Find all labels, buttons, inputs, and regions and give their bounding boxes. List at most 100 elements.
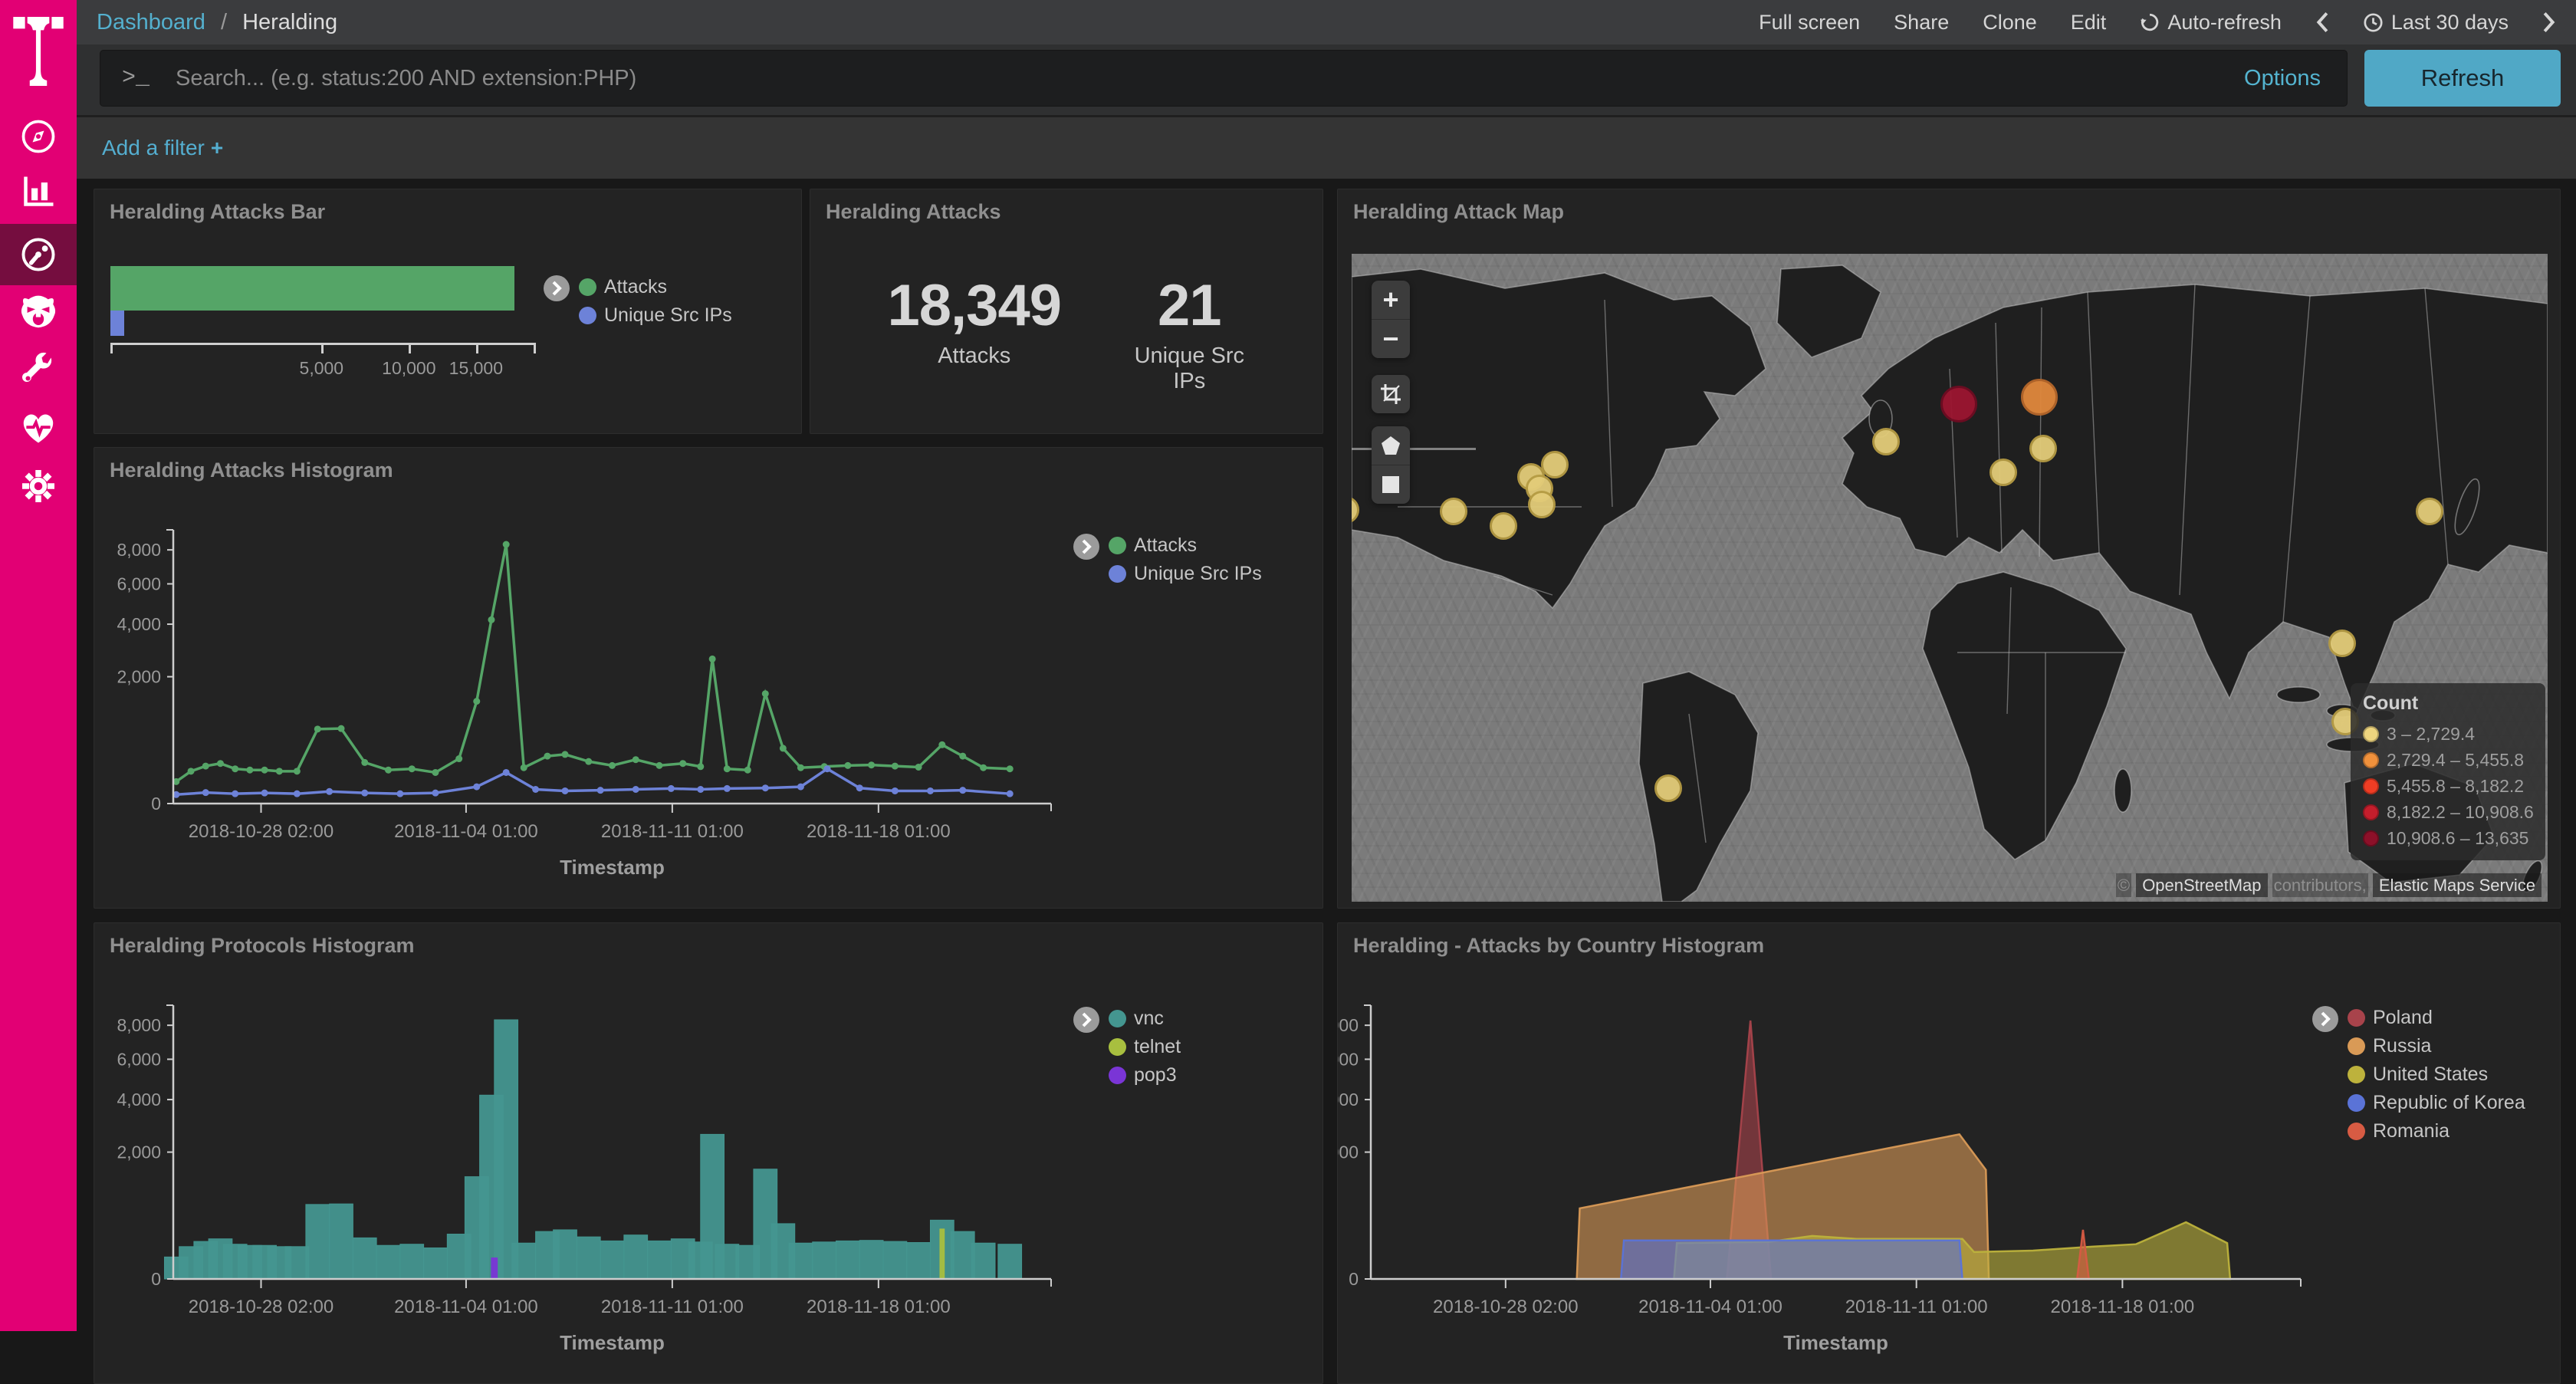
data-point[interactable]: [532, 786, 540, 794]
map-legend-item[interactable]: 3 – 2,729.4: [2363, 721, 2533, 747]
sidebar-item-dev-tools[interactable]: [0, 340, 77, 396]
bar-vnc[interactable]: [329, 1203, 353, 1280]
bar-vnc[interactable]: [670, 1238, 695, 1280]
sidebar-item-dashboard[interactable]: [0, 224, 77, 285]
bar-unique-src-ips[interactable]: [110, 311, 124, 336]
series-area-Republic of Korea[interactable]: [1619, 1239, 1963, 1280]
legend-item[interactable]: Republic of Korea: [2348, 1092, 2525, 1113]
sidebar-item-management[interactable]: [0, 459, 77, 514]
data-point[interactable]: [246, 766, 254, 774]
map-legend-item[interactable]: 8,182.2 – 10,908.6: [2363, 799, 2534, 825]
series-area-United States[interactable]: [1673, 1221, 2232, 1280]
data-point[interactable]: [473, 783, 481, 791]
data-point[interactable]: [337, 725, 345, 732]
attack-location-dot[interactable]: [1490, 511, 1518, 540]
legend-collapse-icon[interactable]: [544, 275, 570, 301]
legend-item[interactable]: vnc: [1109, 1008, 1181, 1029]
bar-vnc[interactable]: [267, 1246, 292, 1280]
data-point[interactable]: [823, 765, 831, 773]
data-point[interactable]: [432, 789, 439, 797]
legend-item[interactable]: Attacks: [1109, 534, 1262, 556]
bar-vnc[interactable]: [753, 1169, 778, 1280]
data-point[interactable]: [656, 761, 663, 769]
data-point[interactable]: [232, 765, 239, 773]
map-zoom-out-button[interactable]: −: [1382, 323, 1399, 354]
bar-vnc[interactable]: [882, 1241, 908, 1280]
data-point[interactable]: [293, 790, 301, 797]
legend-item[interactable]: United States: [2348, 1063, 2525, 1085]
map-legend-item[interactable]: 5,455.8 – 8,182.2: [2363, 773, 2533, 799]
data-point[interactable]: [926, 787, 934, 794]
bar-vnc[interactable]: [997, 1244, 1023, 1280]
bar-vnc[interactable]: [222, 1244, 248, 1280]
attack-location-dot[interactable]: [1990, 458, 2018, 486]
legend-collapse-icon[interactable]: [1073, 1007, 1099, 1033]
data-point[interactable]: [697, 763, 705, 771]
data-point[interactable]: [679, 760, 687, 768]
map-legend-item[interactable]: 2,729.4 – 5,455.8: [2363, 747, 2533, 773]
bar-vnc[interactable]: [735, 1244, 761, 1280]
data-point[interactable]: [959, 752, 967, 760]
data-point[interactable]: [293, 768, 301, 775]
data-point[interactable]: [396, 790, 404, 797]
legend-item[interactable]: pop3: [1109, 1064, 1181, 1086]
data-point[interactable]: [761, 690, 769, 698]
legend-item[interactable]: Unique Src IPs: [579, 304, 732, 326]
data-point[interactable]: [187, 768, 195, 775]
data-point[interactable]: [744, 766, 751, 774]
data-point[interactable]: [502, 541, 510, 548]
bar-vnc[interactable]: [305, 1204, 330, 1280]
attack-location-dot[interactable]: [2328, 629, 2356, 657]
bar-vnc[interactable]: [193, 1241, 219, 1280]
bar-vnc[interactable]: [647, 1240, 672, 1280]
bar-vnc[interactable]: [812, 1241, 837, 1280]
bar-vnc[interactable]: [715, 1244, 740, 1280]
bar-vnc[interactable]: [576, 1236, 601, 1280]
legend-item[interactable]: Unique Src IPs: [1109, 563, 1262, 584]
telekom-logo[interactable]: [0, 11, 77, 90]
data-point[interactable]: [856, 784, 863, 792]
attack-location-dot[interactable]: [2029, 434, 2057, 462]
auto-refresh-button[interactable]: Auto-refresh: [2140, 11, 2282, 35]
clone-button[interactable]: Clone: [1983, 10, 2037, 34]
legend-item[interactable]: Russia: [2348, 1035, 2525, 1057]
data-point[interactable]: [708, 655, 716, 662]
attack-location-dot[interactable]: [1541, 451, 1569, 479]
map-zoom-in-button[interactable]: +: [1382, 284, 1399, 315]
data-point[interactable]: [432, 768, 439, 776]
data-point[interactable]: [697, 786, 705, 794]
bar-vnc[interactable]: [770, 1223, 796, 1280]
data-point[interactable]: [820, 763, 828, 771]
attack-location-dot[interactable]: [1439, 498, 1467, 526]
data-point[interactable]: [632, 756, 639, 764]
attack-location-dot[interactable]: [1872, 428, 1901, 456]
bar-vnc[interactable]: [906, 1241, 931, 1280]
data-point[interactable]: [232, 790, 239, 797]
bar-vnc[interactable]: [179, 1246, 203, 1280]
time-back-button[interactable]: [2315, 12, 2329, 33]
bar-telnet[interactable]: [939, 1228, 945, 1280]
data-point[interactable]: [502, 768, 510, 776]
data-point[interactable]: [868, 761, 876, 769]
bar-vnc[interactable]: [511, 1242, 537, 1280]
options-link[interactable]: Options: [2244, 65, 2321, 90]
data-point[interactable]: [844, 761, 852, 769]
bar-pop3[interactable]: [491, 1257, 498, 1280]
data-point[interactable]: [561, 787, 569, 794]
share-button[interactable]: Share: [1894, 10, 1950, 34]
bar-vnc[interactable]: [535, 1231, 560, 1280]
data-point[interactable]: [797, 764, 804, 771]
data-point[interactable]: [980, 764, 987, 771]
bar-vnc[interactable]: [859, 1240, 884, 1280]
series-area-Poland[interactable]: [1726, 1020, 1773, 1280]
bar-vnc[interactable]: [238, 1244, 262, 1280]
data-point[interactable]: [1006, 790, 1014, 797]
bar-vnc[interactable]: [700, 1133, 725, 1280]
data-point[interactable]: [216, 760, 224, 768]
data-point[interactable]: [938, 741, 946, 748]
attacks-bar-chart[interactable]: 5,000 10,000 15,000: [94, 189, 801, 433]
data-point[interactable]: [915, 763, 922, 771]
bar-attacks[interactable]: [110, 266, 515, 311]
legend-collapse-icon[interactable]: [2312, 1006, 2338, 1032]
data-point[interactable]: [723, 784, 731, 792]
